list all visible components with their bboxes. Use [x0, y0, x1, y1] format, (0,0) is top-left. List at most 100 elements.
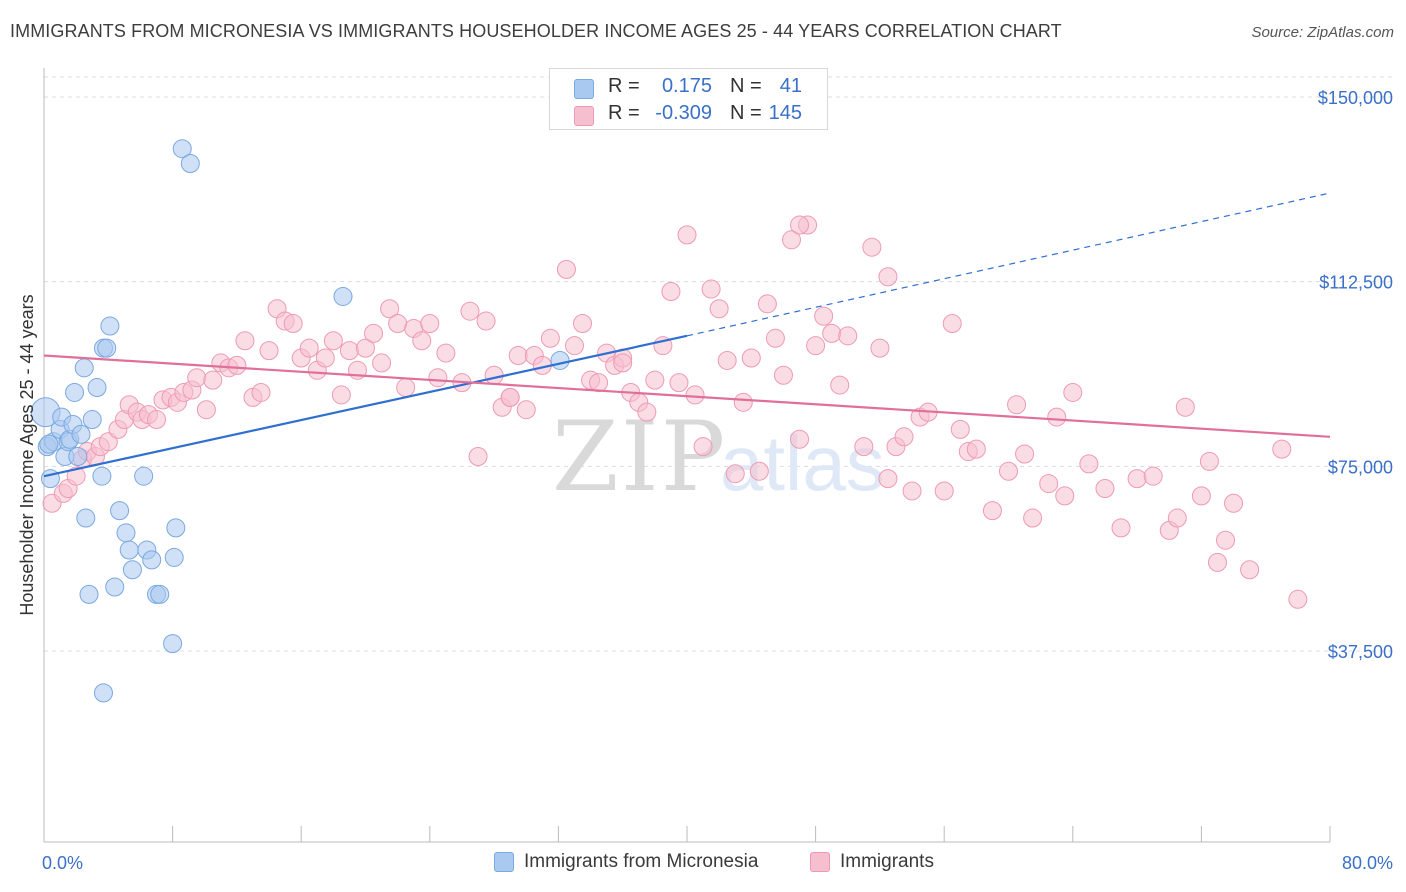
- micronesia-point: [150, 584, 170, 604]
- immigrants-point: [1095, 478, 1115, 498]
- micronesia-point: [71, 424, 91, 444]
- immigrants-point: [942, 314, 962, 334]
- immigrants-point: [781, 230, 801, 250]
- immigrants-point: [765, 328, 785, 348]
- immigrants-point: [790, 215, 810, 235]
- micronesia-point: [550, 350, 570, 370]
- immigrants-point: [878, 469, 898, 489]
- micronesia-point: [122, 560, 142, 580]
- immigrants-point: [1015, 444, 1035, 464]
- immigrants-point: [203, 370, 223, 390]
- micronesia-point: [79, 584, 99, 604]
- immigrants-point: [677, 225, 697, 245]
- immigrants-point: [749, 461, 769, 481]
- immigrants-point: [556, 259, 576, 279]
- immigrants-point: [1207, 552, 1227, 572]
- immigrants-point: [1143, 466, 1163, 486]
- immigrants-point: [227, 355, 247, 375]
- immigrants-point: [757, 294, 777, 314]
- immigrants-point: [878, 267, 898, 287]
- immigrants-point: [516, 400, 536, 420]
- immigrants-point: [1079, 454, 1099, 474]
- micronesia-point: [110, 501, 130, 521]
- immigrants-point: [1191, 486, 1211, 506]
- immigrants-point: [1288, 589, 1308, 609]
- immigrants-point: [283, 314, 303, 334]
- micronesia-point: [68, 446, 88, 466]
- immigrants-point: [412, 331, 432, 351]
- immigrants-point: [950, 419, 970, 439]
- micronesia-swatch: [574, 79, 594, 99]
- immigrants-point: [540, 328, 560, 348]
- micronesia-point: [87, 378, 107, 398]
- y-tick-label: $37,500: [1328, 642, 1393, 662]
- legend-item-micronesia: Immigrants from Micronesia: [494, 851, 758, 873]
- legend-swatch-blue: [494, 852, 514, 872]
- immigrants-point: [669, 373, 689, 393]
- micronesia-point: [119, 540, 139, 560]
- immigrants-point: [508, 346, 528, 366]
- immigrants-point: [790, 429, 810, 449]
- micronesia-point: [164, 547, 184, 567]
- immigrants-point: [717, 350, 737, 370]
- immigrants-point: [645, 370, 665, 390]
- micronesia-trend-extension: [686, 192, 1331, 337]
- immigrants-point: [773, 365, 793, 385]
- immigrants-point: [476, 311, 496, 331]
- immigrants-point: [1224, 493, 1244, 513]
- immigrants-point: [733, 392, 753, 412]
- micronesia-point: [74, 358, 94, 378]
- immigrants-point: [564, 336, 584, 356]
- micronesia-point: [142, 550, 162, 570]
- immigrants-point: [259, 341, 279, 361]
- micronesia-point: [166, 518, 186, 538]
- immigrants-swatch: [574, 106, 594, 126]
- immigrants-point: [701, 279, 721, 299]
- trend-lines: [43, 192, 1331, 478]
- immigrants-point: [315, 348, 335, 368]
- micronesia-point: [92, 466, 112, 486]
- immigrants-point: [1039, 474, 1059, 494]
- immigrants-point: [299, 338, 319, 358]
- y-tick-label: $112,500: [1319, 273, 1393, 293]
- immigrants-point: [331, 385, 351, 405]
- immigrants-point: [830, 375, 850, 395]
- legend-item-immigrants: Immigrants: [810, 851, 934, 873]
- immigrants-point: [1047, 407, 1067, 427]
- immigrants-point: [364, 323, 384, 343]
- r-value: 0.175: [661, 75, 712, 97]
- immigrants-point: [1111, 518, 1131, 538]
- micronesia-trend-line: [43, 334, 688, 478]
- micronesia-point: [172, 139, 192, 159]
- stats-legend: R = 0.175 N = 41 R = -0.309 N = 145: [549, 68, 828, 130]
- immigrants-point: [934, 481, 954, 501]
- immigrants-point: [1216, 530, 1236, 550]
- y-tick-label: $75,000: [1328, 457, 1393, 477]
- immigrants-point: [573, 314, 593, 334]
- immigrants-point: [661, 282, 681, 302]
- immigrants-point: [380, 299, 400, 319]
- micronesia-point: [180, 153, 200, 173]
- micronesia-point: [93, 683, 113, 703]
- micronesia-point: [39, 434, 59, 454]
- immigrants-point: [822, 323, 842, 343]
- micronesia-point: [65, 382, 85, 402]
- r-value: -0.309: [655, 102, 712, 124]
- immigrants-point: [693, 437, 713, 457]
- immigrants-point: [484, 365, 504, 385]
- immigrants-point: [613, 353, 633, 373]
- n-label: N =: [730, 102, 762, 124]
- immigrants-point: [1199, 451, 1219, 471]
- immigrants-point: [999, 461, 1018, 481]
- n-value: 41: [779, 75, 802, 97]
- immigrants-point: [1023, 508, 1043, 528]
- micronesia-point: [100, 316, 120, 336]
- immigrants-trend-line: [43, 354, 1331, 438]
- r-label: R =: [608, 75, 640, 97]
- immigrants-point: [1175, 397, 1195, 417]
- immigrants-point: [741, 348, 761, 368]
- immigrants-point: [323, 331, 343, 351]
- immigrants-point: [838, 326, 858, 346]
- immigrants-point: [388, 314, 408, 334]
